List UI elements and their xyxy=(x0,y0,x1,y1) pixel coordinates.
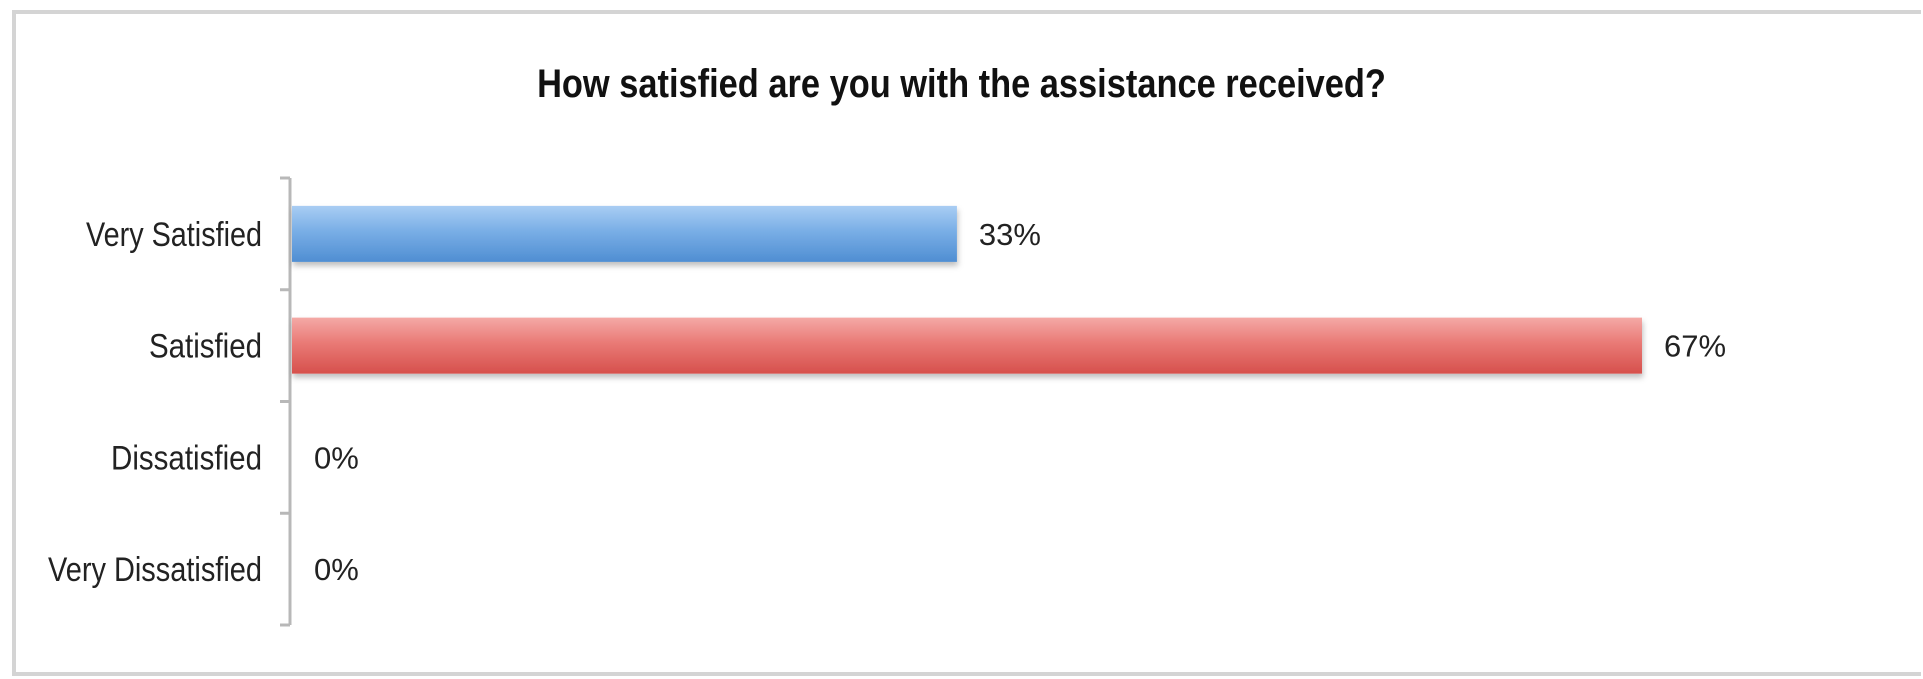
chart-title: How satisfied are you with the assistanc… xyxy=(537,62,1386,106)
value-label: 0% xyxy=(314,552,359,587)
value-label: 0% xyxy=(314,440,359,475)
bar xyxy=(292,205,957,262)
value-label: 33% xyxy=(979,217,1041,252)
bar xyxy=(292,317,1642,374)
category-label: Dissatisfied xyxy=(111,439,262,477)
category-label: Very Dissatisfied xyxy=(48,551,262,589)
category-label: Very Satisfied xyxy=(86,216,262,254)
value-label: 67% xyxy=(1664,329,1726,364)
category-label: Satisfied xyxy=(149,328,262,366)
